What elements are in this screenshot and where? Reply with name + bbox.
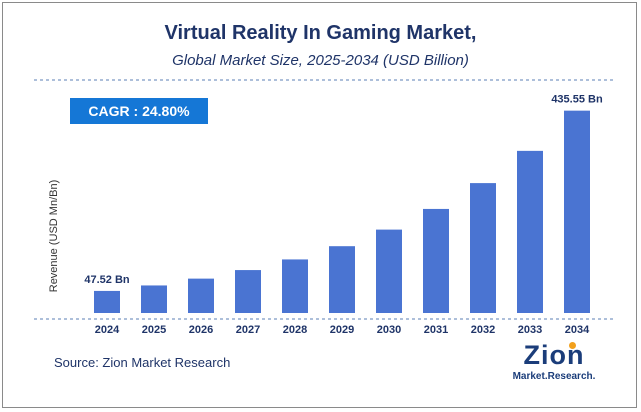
zion-logo: Zion Market.Research. — [510, 340, 598, 390]
bar-2027 — [235, 270, 261, 313]
bar-2030 — [376, 229, 402, 313]
x-tick-label: 2027 — [236, 324, 260, 336]
bar-2033 — [517, 150, 543, 313]
x-tick-label: 2029 — [330, 324, 354, 336]
source-note: Source: Zion Market Research — [54, 355, 231, 370]
chart-subtitle: Global Market Size, 2025-2034 (USD Billi… — [172, 52, 469, 69]
logo-word: Zion — [523, 340, 585, 370]
bar-2028 — [282, 259, 308, 313]
x-tick-label: 2033 — [518, 324, 542, 336]
y-axis-label: Revenue (USD Mn/Bn) — [48, 179, 60, 293]
x-tick-label: 2024 — [95, 324, 120, 336]
x-tick-label: 2034 — [565, 324, 590, 336]
x-tick-label: 2025 — [142, 324, 166, 336]
x-tick-label: 2028 — [283, 324, 307, 336]
x-tick-label: 2026 — [189, 324, 213, 336]
chart-title: Virtual Reality In Gaming Market, — [164, 22, 477, 44]
bar-2029 — [329, 246, 355, 313]
logo-dot — [569, 342, 576, 349]
logo-sub: Market.Research. — [512, 371, 596, 382]
bar-2025 — [141, 285, 167, 313]
cagr-badge: CAGR : 24.80% — [70, 98, 208, 124]
x-tick-label: 2031 — [424, 324, 448, 336]
x-tick-label: 2032 — [471, 324, 495, 336]
data-label-2034: 435.55 Bn — [551, 94, 603, 106]
bar-2026 — [188, 278, 214, 313]
x-tick-label: 2030 — [377, 324, 401, 336]
bar-2024 — [94, 290, 120, 313]
bar-2032 — [470, 183, 496, 313]
bar-2034 — [564, 110, 590, 313]
data-label-2024: 47.52 Bn — [84, 274, 130, 286]
bar-2031 — [423, 208, 449, 313]
